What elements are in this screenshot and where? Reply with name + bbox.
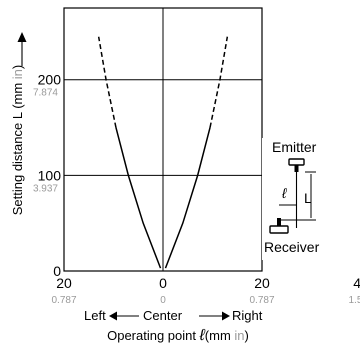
x-axis-title-inch-unit: in xyxy=(234,328,244,343)
x-axis-title-unit-prefix: (mm xyxy=(205,328,235,343)
offset-symbol: ℓ xyxy=(281,185,287,201)
x-axis-title-prefix: Operating point xyxy=(107,328,200,343)
y-tick-label: 100 xyxy=(38,167,62,183)
x-tick-inch-label: 0.787 xyxy=(249,295,274,306)
x-direction-right-arrow-head xyxy=(222,311,230,321)
receiver-label: Receiver xyxy=(264,239,320,255)
y-tick-inch-label: 7.874 xyxy=(33,88,58,99)
curve-right-solid xyxy=(164,127,211,269)
x-tick-label: 20 xyxy=(254,275,270,291)
x-direction-left-arrow-head xyxy=(109,311,117,321)
y-axis-title-prefix: Setting distance L (mm xyxy=(10,79,25,215)
tick-labels: 01003.9372007.874401.575200.78700200.787… xyxy=(33,72,360,306)
curve-left-solid xyxy=(115,127,162,269)
x-tick-label: 0 xyxy=(159,275,167,291)
emitter-label: Emitter xyxy=(272,139,317,155)
x-axis-title-symbol: ℓ xyxy=(199,327,206,344)
distance-symbol: L xyxy=(304,190,312,206)
y-tick-label: 200 xyxy=(38,72,62,88)
x-tick-label: 20 xyxy=(56,275,72,291)
y-axis-title-arrow-head xyxy=(17,32,27,42)
curve-left-dashed xyxy=(97,36,117,128)
emitter-icon-stem xyxy=(294,165,299,172)
emitter-receiver-diagram: Emitter L ℓ Receiver xyxy=(262,138,358,260)
y-axis-title: Setting distance L (mm in) xyxy=(10,65,25,216)
x-tick-inch-label: 0 xyxy=(160,295,166,306)
x-direction-right-label: Right xyxy=(232,308,263,323)
y-axis-title-suffix: ) xyxy=(10,65,25,69)
curve-right-dashed xyxy=(209,36,229,128)
x-axis-title-unit-suffix: ) xyxy=(245,328,249,343)
series xyxy=(97,36,229,269)
receiver-icon xyxy=(269,225,289,234)
x-direction-center-label: Center xyxy=(143,308,183,323)
y-axis-title-inch-unit: in xyxy=(10,69,25,79)
y-tick-inch-label: 3.937 xyxy=(33,183,58,194)
receiver-icon-stem xyxy=(277,218,281,226)
diagram-background xyxy=(262,138,358,260)
x-axis-title: Operating point ℓ(mm in) xyxy=(107,327,249,344)
y-tick-label: 0 xyxy=(53,263,61,279)
x-tick-label: 40 xyxy=(353,275,360,291)
x-tick-inch-label: 0.787 xyxy=(51,295,76,306)
x-tick-inch-label: 1.575 xyxy=(348,295,360,306)
x-direction-left-label: Left xyxy=(84,308,106,323)
grid xyxy=(63,8,263,271)
